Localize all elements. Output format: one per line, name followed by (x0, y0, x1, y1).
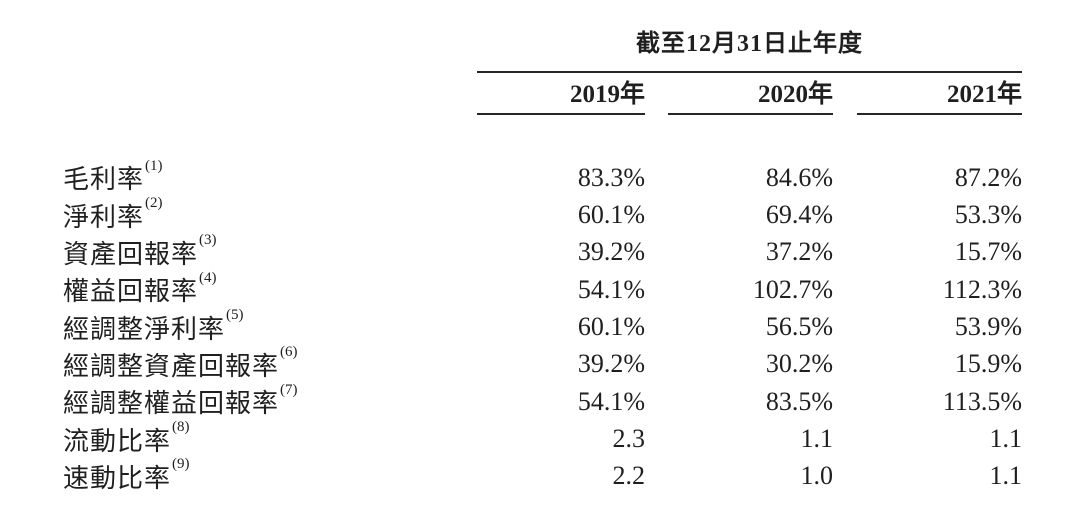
table-row: 流動比率(8) 2.3 1.1 1.1 (63, 418, 1023, 458)
table-row: 資產回報率(3) 39.2% 37.2% 15.7% (63, 232, 1022, 271)
cell-2019: 39.2% (577, 349, 645, 379)
cell-2019: 83.3% (577, 162, 645, 192)
cell-2020: 69.4% (765, 200, 833, 230)
cell-2019: 60.1% (577, 200, 645, 230)
table-row: 權益回報率(4) 54.1% 102.7% 112.3% (63, 269, 1022, 308)
table-row: 速動比率(9) 2.2 1.0 1.1 (63, 456, 1023, 495)
cell-2021: 1.1 (989, 461, 1023, 491)
cell-2019: 39.2% (577, 237, 645, 267)
footnote-ref: (1) (145, 157, 163, 174)
row-label-text: 淨利率 (63, 202, 145, 232)
footnote-ref: (2) (145, 194, 163, 211)
row-label-text: 經調整權益回報率 (63, 389, 280, 419)
cell-2021: 15.9% (954, 349, 1022, 379)
column-header-2019: 2019年 (477, 82, 645, 115)
table-row: 經調整淨利率(5) 60.1% 56.5% 53.9% (63, 306, 1022, 346)
cell-2020: 84.6% (765, 162, 833, 192)
footnote-ref: (7) (280, 381, 298, 398)
row-label: 淨利率(2) (63, 194, 477, 234)
cell-2020: 56.5% (765, 312, 833, 342)
row-label-text: 流動比率 (63, 426, 172, 456)
cell-2019: 60.1% (577, 312, 645, 342)
cell-2021: 112.3% (942, 274, 1022, 304)
cell-2021: 1.1 (989, 424, 1023, 454)
footnote-ref: (6) (280, 344, 298, 361)
column-header-row: 2019年 2020年 2021年 (477, 82, 1022, 115)
footnote-ref: (5) (226, 306, 244, 323)
row-label: 經調整權益回報率(7) (63, 381, 477, 420)
cell-2020: 1.1 (800, 424, 834, 454)
cell-2021: 15.7% (954, 237, 1022, 267)
row-label: 速動比率(9) (63, 456, 477, 495)
column-header-2021: 2021年 (857, 82, 1022, 115)
row-label: 權益回報率(4) (63, 269, 477, 308)
table-row: 淨利率(2) 60.1% 69.4% 53.3% (63, 194, 1022, 234)
footnote-ref: (9) (172, 456, 190, 473)
cell-2019: 54.1% (577, 386, 645, 416)
table-row: 經調整資產回報率(6) 39.2% 30.2% 15.9% (63, 344, 1022, 383)
row-label-text: 經調整資產回報率 (63, 351, 280, 381)
header-rule (477, 71, 1022, 73)
row-label-text: 毛利率 (63, 165, 145, 195)
column-header-2020: 2020年 (668, 82, 833, 115)
table-row: 毛利率(1) 83.3% 84.6% 87.2% (63, 157, 1022, 196)
row-label: 流動比率(8) (63, 418, 477, 458)
cell-2021: 53.9% (954, 312, 1022, 342)
cell-2021: 53.3% (954, 200, 1022, 230)
cell-2019: 2.2 (612, 461, 646, 491)
row-label-text: 經調整淨利率 (63, 314, 226, 344)
row-label-text: 資產回報率 (63, 239, 199, 269)
table-body: 毛利率(1) 83.3% 84.6% 87.2% 淨利率(2) 60.1% 69… (63, 157, 1023, 495)
cell-2021: 87.2% (954, 162, 1022, 192)
cell-2020: 37.2% (765, 237, 833, 267)
footnote-ref: (4) (199, 269, 217, 286)
row-label-text: 速動比率 (63, 463, 172, 493)
footnote-ref: (3) (199, 232, 217, 249)
cell-2020: 83.5% (765, 386, 833, 416)
footnote-ref: (8) (172, 418, 190, 435)
cell-2020: 1.0 (800, 461, 834, 491)
row-label-text: 權益回報率 (63, 277, 199, 307)
financial-ratios-table: 截至12月31日止年度 2019年 2020年 2021年 毛利率(1) 83.… (63, 0, 1022, 515)
table-row: 經調整權益回報率(7) 54.1% 83.5% 113.5% (63, 381, 1022, 420)
cell-2019: 54.1% (577, 274, 645, 304)
row-label: 經調整資產回報率(6) (63, 344, 477, 383)
cell-2020: 30.2% (765, 349, 833, 379)
cell-2020: 102.7% (752, 274, 833, 304)
row-label: 毛利率(1) (63, 157, 477, 196)
row-label: 經調整淨利率(5) (63, 306, 477, 346)
cell-2021: 113.5% (942, 386, 1022, 416)
cell-2019: 2.3 (612, 424, 646, 454)
period-header: 截至12月31日止年度 (636, 31, 863, 57)
row-label: 資產回報率(3) (63, 232, 477, 271)
